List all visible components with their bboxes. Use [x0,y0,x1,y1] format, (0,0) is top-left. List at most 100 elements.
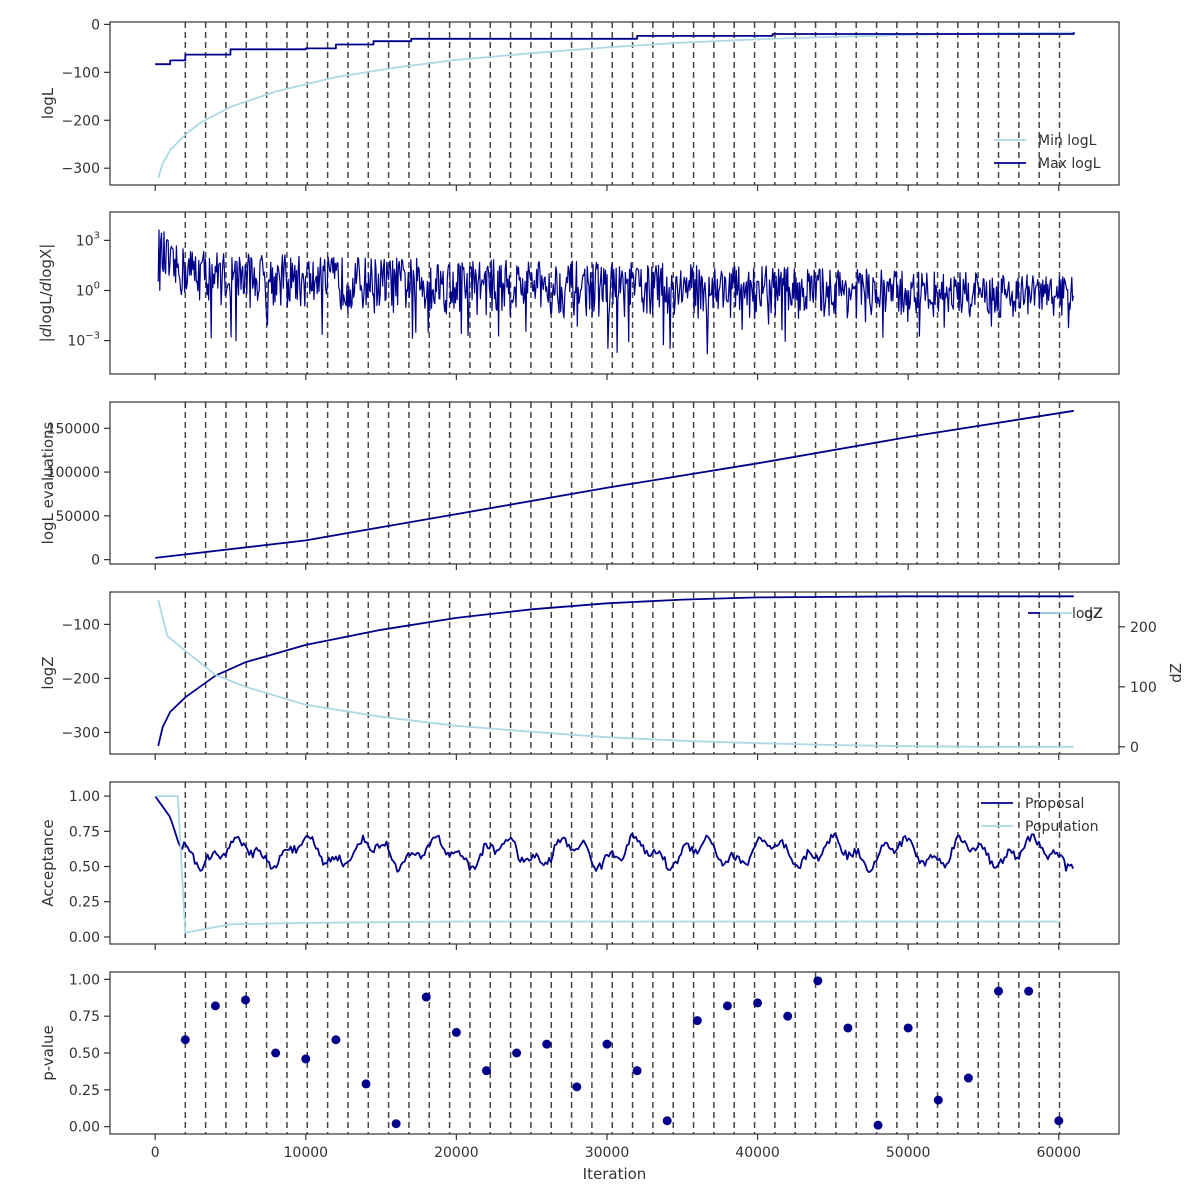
panel-5: 1.00 0.75 0.50 0.25 0.00 Acceptance Proposal Po… [39,781,1120,950]
y-tick-label-right: 100 [1130,680,1157,696]
legend-label: Min logL [1038,133,1097,149]
data-point [542,1039,552,1049]
x-ticks: 0 10000 20000 30000 40000 50000 60000 [151,1134,1081,1161]
y-axis-label-right: dZ [1167,663,1185,683]
data-point [843,1023,853,1033]
data-point [813,976,823,986]
y-ticks: 1.00 0.75 0.50 0.25 0.00 [69,972,110,1136]
y-tick-label: 100 [76,280,100,299]
data-point [512,1048,522,1058]
series-line-2 [155,32,1075,66]
y-tick-label: −200 [62,671,100,687]
panel-6: 1.00 0.75 0.50 0.25 0.00 0 10000 20000 30000 4000… [39,971,1120,1161]
panel-1: 0 −100 −200 −300 logL Min logL Max logL [39,17,1120,191]
y-tick-label: −100 [62,617,100,633]
y-ticks: 0 50000 100000 150000 [47,421,110,569]
x-tick-label: 20000 [434,1145,479,1161]
x-ticks [154,374,1060,380]
data-point [722,1001,732,1011]
panel-2: 103 100 10−3 |dlogL/dlogX| [37,211,1120,380]
y-tick-label: 0.25 [69,1083,100,1099]
data-point [1024,986,1034,996]
data-point [481,1066,491,1076]
legend-label: Population [1025,819,1099,835]
y-tick-label: 0 [91,17,100,33]
y-tick-label: −100 [62,65,100,81]
series-group [155,409,1074,559]
y-axis-label: p-value [39,1025,57,1081]
series-group [155,31,1075,179]
x-tick-label: 10000 [284,1145,329,1161]
series-line-1 [157,31,1074,179]
series-line-1 [155,409,1074,559]
y-ticks: 1.00 0.75 0.50 0.25 0.00 [69,789,110,946]
x-tick-label: 0 [151,1145,160,1161]
x-ticks [154,564,1060,570]
legend: Proposal Population [981,796,1099,835]
data-point [632,1066,642,1076]
series-group [154,795,1075,934]
y-tick-label: 0.25 [69,895,100,911]
y-tick-label: −300 [62,725,100,741]
x-ticks [154,185,1060,191]
y-ticks: −100 −200 −300 [62,617,110,741]
data-point [994,986,1004,996]
series-line-2 [155,795,1059,934]
data-point [572,1082,582,1092]
data-point [933,1095,943,1105]
data-point [241,995,251,1005]
y-ticks: 103 100 10−3 [67,230,110,350]
y-tick-label: 103 [76,230,100,249]
y-tick-label-right: 0 [1130,740,1139,756]
data-point [873,1120,883,1130]
y-tick-label: 10−3 [67,331,100,350]
axes-frame [109,21,1120,186]
data-point [903,1023,913,1033]
x-ticks [154,944,1060,950]
data-point [753,998,763,1008]
vline-group [184,782,1061,944]
y-tick-label: −300 [62,161,100,177]
y-ticks-right: 0 100 200 [1119,620,1157,756]
y-tick-label: 1.00 [69,789,100,805]
axes-frame [109,781,1120,945]
y-tick-label: 50000 [55,509,100,525]
x-tick-label: 50000 [886,1145,931,1161]
axes-frame [109,401,1120,565]
data-point [391,1119,401,1129]
data-point [421,992,431,1002]
vline-group [184,22,1061,185]
axes-frame [109,591,1120,755]
vline-group [184,402,1061,564]
data-point [662,1116,672,1126]
y-tick-label: 0.00 [69,930,100,946]
data-point [180,1035,190,1045]
y-tick-label: 0.75 [69,824,100,840]
x-axis-label: Iteration [583,1165,647,1183]
series-line-1 [157,595,1074,747]
y-axis-label: logZ [39,656,57,689]
data-point [602,1039,612,1049]
x-ticks [154,754,1060,760]
series-group [180,976,1064,1130]
y-tick-label: 100000 [47,465,100,481]
y-tick-label: 0 [91,553,100,569]
y-tick-label: 0.75 [69,1009,100,1025]
series-line-1 [157,229,1074,355]
data-point [271,1048,281,1058]
y-tick-label-right: 200 [1130,620,1157,636]
series-line-1 [154,795,1075,874]
y-axis-label: |dlogL/dlogX| [37,244,55,343]
y-tick-label: 0.00 [69,1120,100,1136]
data-point [301,1054,311,1064]
legend-label: Max logL [1038,156,1101,172]
legend-label: Proposal [1025,796,1084,812]
x-tick-label: 30000 [585,1145,630,1161]
x-tick-label: 60000 [1036,1145,1081,1161]
y-tick-label: 1.00 [69,972,100,988]
y-axis-label: logL [39,87,57,119]
data-point [210,1001,220,1011]
